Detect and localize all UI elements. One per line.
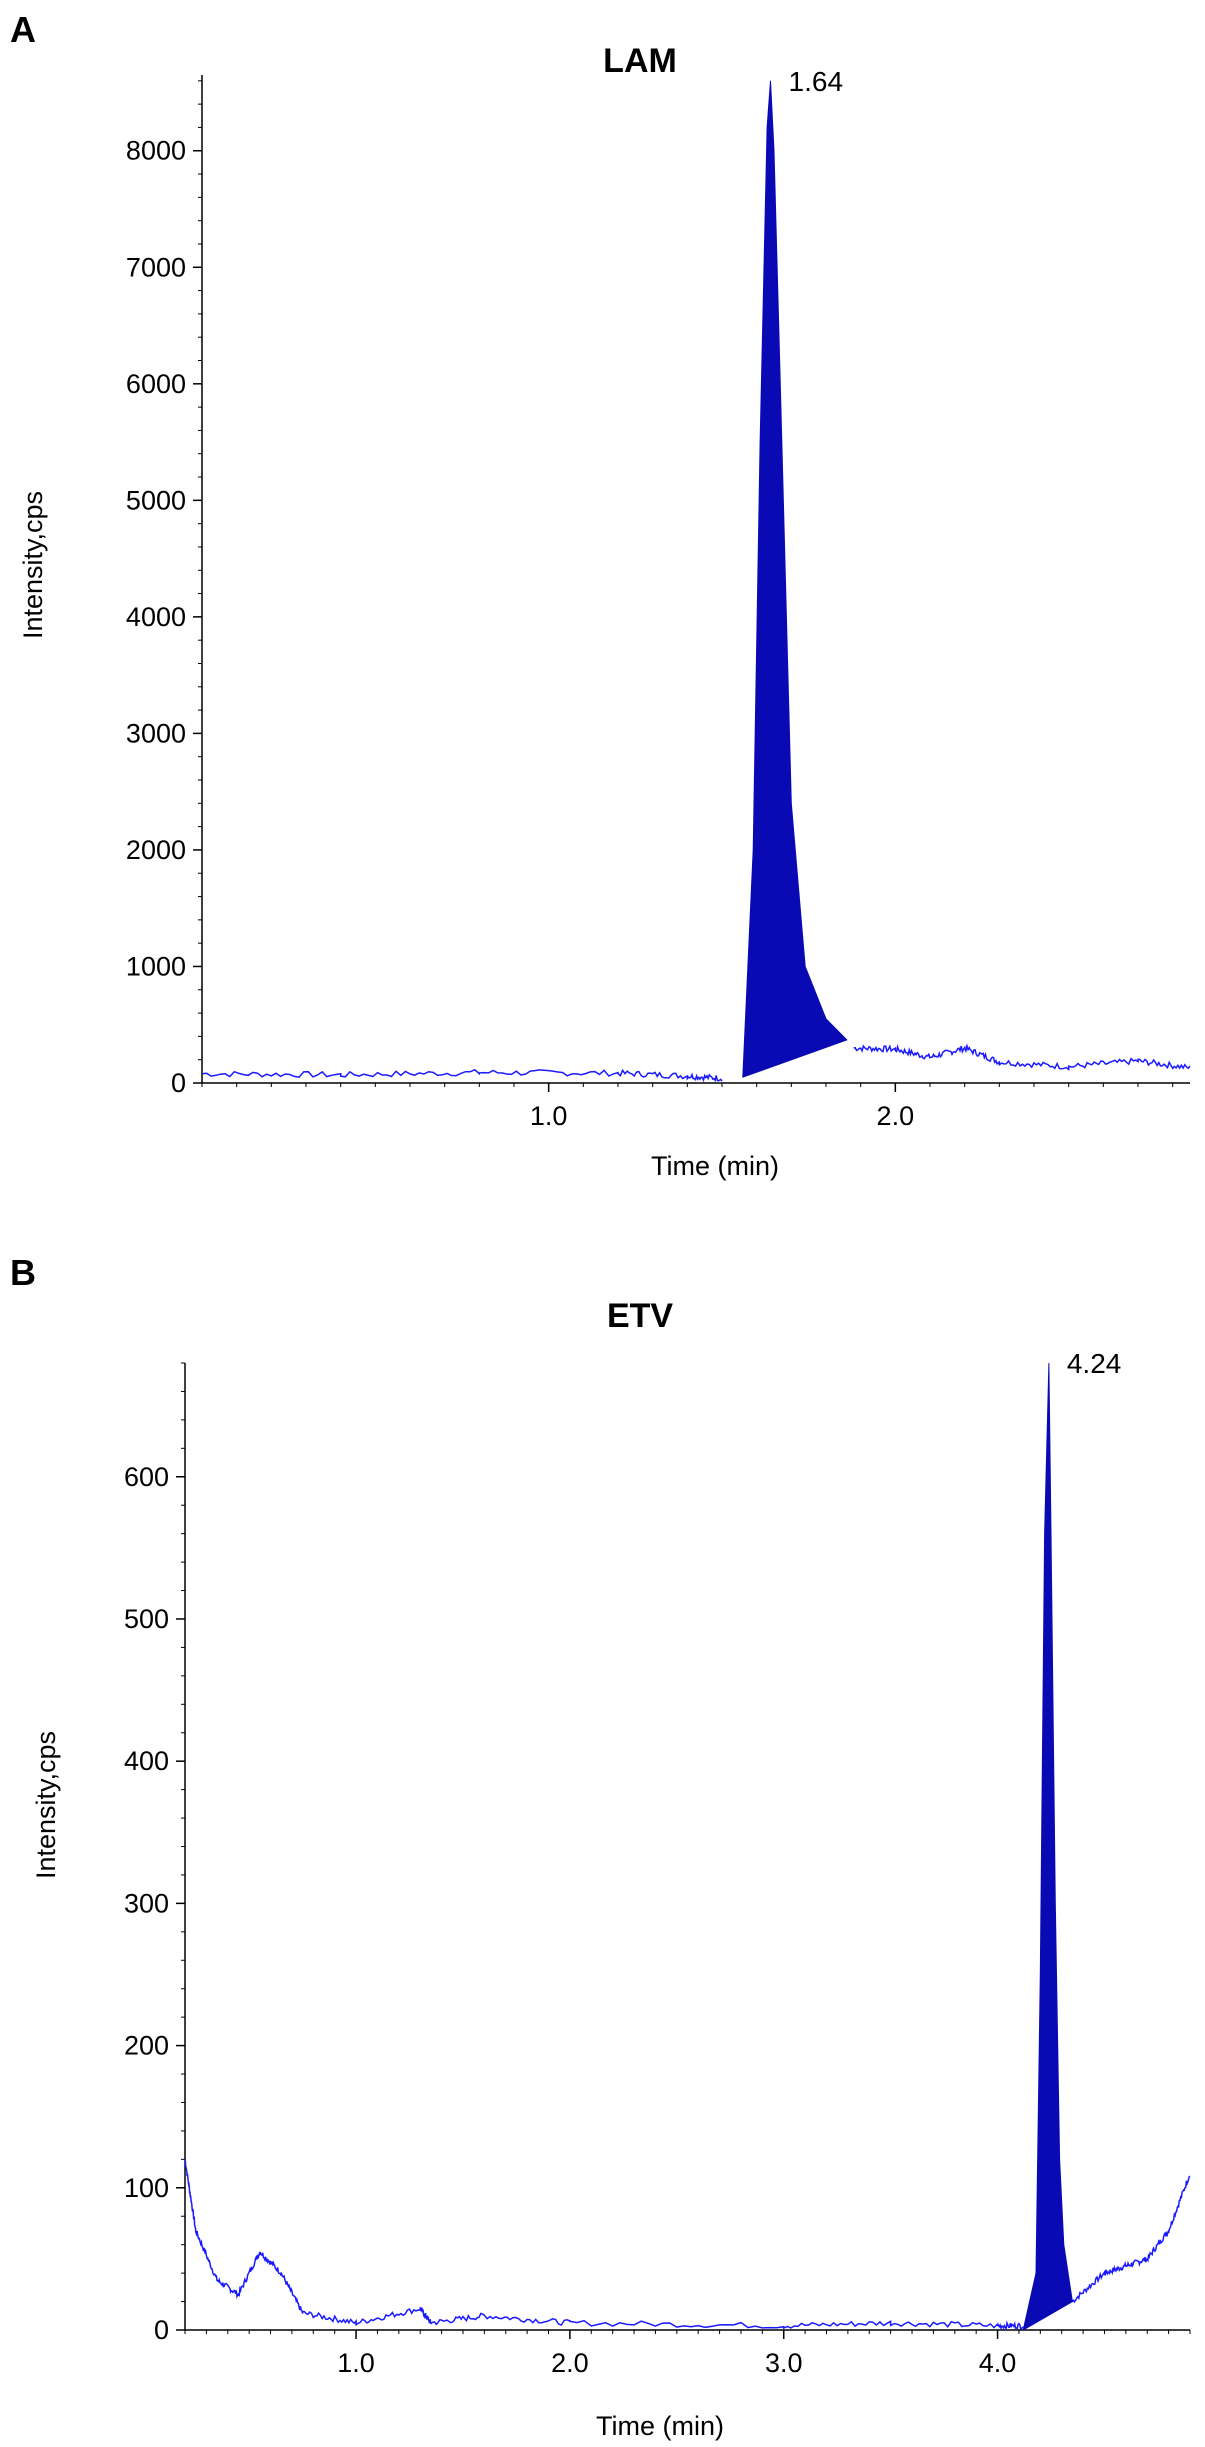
x-tick-label: 1.0 xyxy=(337,2348,375,2378)
y-tick-label: 4000 xyxy=(126,602,186,632)
peak-label: 4.24 xyxy=(1067,1348,1122,1379)
y-tick-label: 100 xyxy=(124,2173,169,2203)
x-tick-label: 2.0 xyxy=(551,2348,589,2378)
baseline-trace xyxy=(184,2159,1024,2331)
y-tick-label: 600 xyxy=(124,1462,169,1492)
y-tick-label: 200 xyxy=(124,2031,169,2061)
y-axis-label: Intensity,cps xyxy=(18,491,48,639)
chart-title: ETV xyxy=(607,1297,673,1335)
y-tick-label: 5000 xyxy=(126,485,186,515)
chromatogram-panel-a: A LAM Time (min) Intensity,cps 0 1000 2000… xyxy=(0,0,1205,1210)
chart-title: LAM xyxy=(603,42,677,80)
y-tick-label: 3000 xyxy=(126,718,186,748)
x-tick-label: 2.0 xyxy=(877,1101,915,1131)
integrated-peak xyxy=(1022,1362,1073,2332)
x-axis-label: Time (min) xyxy=(651,1151,779,1181)
x-axis-label: Time (min) xyxy=(596,2411,724,2441)
integrated-peak xyxy=(742,80,848,1078)
peak-label: 1.64 xyxy=(789,66,844,97)
y-tick-label: 0 xyxy=(171,1068,186,1098)
y-tick-label: 500 xyxy=(124,1604,169,1634)
x-tick-label: 1.0 xyxy=(530,1101,568,1131)
x-tick-label: 4.0 xyxy=(979,2348,1017,2378)
tail-trace xyxy=(853,1043,1191,1072)
y-axis-label: Intensity,cps xyxy=(31,1731,61,1879)
x-tick-label: 3.0 xyxy=(765,2348,803,2378)
baseline-trace xyxy=(201,1068,723,1083)
y-tick-label: 0 xyxy=(154,2315,169,2345)
lam-chromatogram-chart: A LAM Time (min) Intensity,cps 0 1000 2000… xyxy=(10,9,1191,1181)
y-tick-label: 7000 xyxy=(126,252,186,282)
chromatogram-panel-b: B ETV Time (min) Intensity,cps 0 100 200 30… xyxy=(0,1225,1205,2447)
y-tick-label: 6000 xyxy=(126,369,186,399)
panel-letter-b: B xyxy=(10,1252,36,1293)
y-tick-label: 1000 xyxy=(126,951,186,981)
tail-trace xyxy=(1071,2175,1191,2304)
y-tick-label: 2000 xyxy=(126,835,186,865)
y-tick-label: 8000 xyxy=(126,136,186,166)
panel-letter-a: A xyxy=(10,9,36,50)
etv-chromatogram-chart: B ETV Time (min) Intensity,cps 0 100 200 30… xyxy=(10,1252,1191,2441)
y-tick-label: 400 xyxy=(124,1746,169,1776)
y-tick-label: 300 xyxy=(124,1888,169,1918)
